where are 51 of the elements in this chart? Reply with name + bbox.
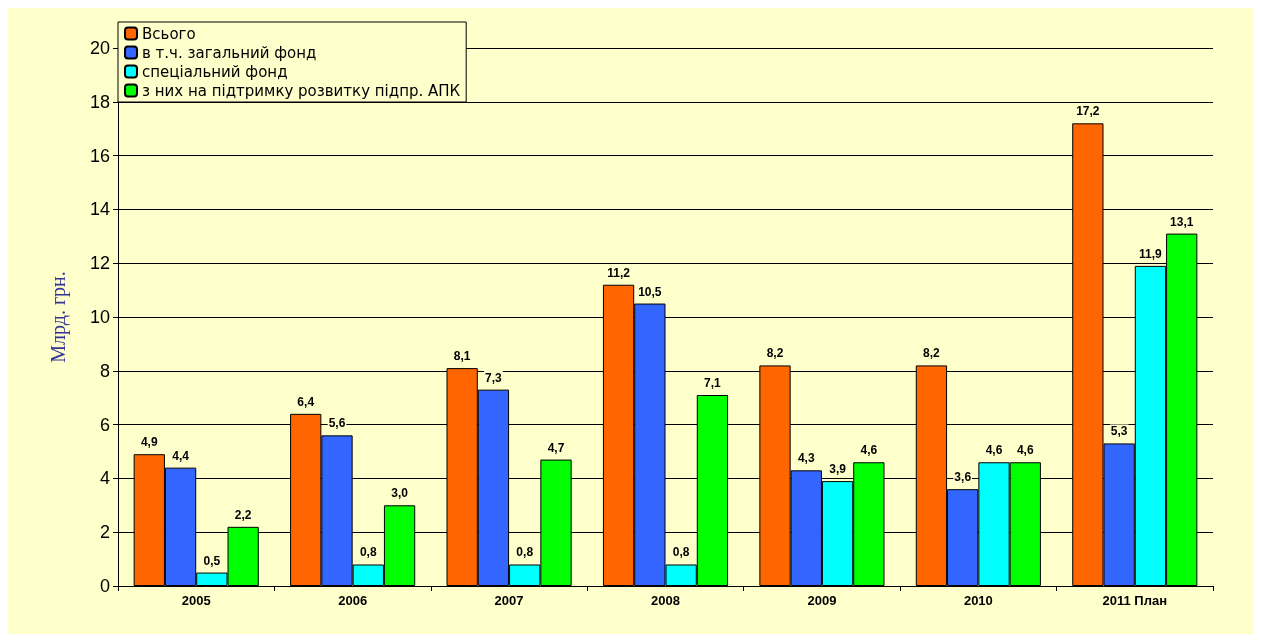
x-tick-label: 2010 <box>963 593 993 608</box>
data-label: 6,4 <box>297 394 315 409</box>
data-label: 4,6 <box>860 443 878 458</box>
x-tick-label: 2006 <box>338 593 368 608</box>
data-label: 4,6 <box>985 443 1003 458</box>
data-label: 0,5 <box>203 553 221 568</box>
data-label: 4,7 <box>547 440 565 455</box>
y-axis-title: Млрд. грн. <box>47 271 70 363</box>
data-label: 3,6 <box>954 470 972 485</box>
data-label: 4,6 <box>1016 443 1034 458</box>
data-label: 10,5 <box>638 284 662 299</box>
data-label: 8,2 <box>923 346 941 361</box>
y-tick-label: 20 <box>89 38 110 58</box>
data-label: 13,1 <box>1170 214 1194 229</box>
y-tick-label: 10 <box>89 307 110 327</box>
data-label: 0,8 <box>672 545 690 560</box>
data-label: 7,3 <box>485 370 503 385</box>
data-label: 0,8 <box>359 545 377 560</box>
x-tick-label: 2005 <box>181 593 211 608</box>
y-tick-label: 4 <box>99 468 110 489</box>
y-tick-label: 0 <box>99 576 110 596</box>
data-label: 3,0 <box>391 486 409 501</box>
data-label: 3,9 <box>829 462 847 477</box>
legend-label: з них на підтримку розвитку підпр. АПК <box>142 81 461 100</box>
y-tick-label: 8 <box>99 360 110 381</box>
y-tick-label: 6 <box>99 414 110 435</box>
data-label: 11,2 <box>607 265 631 280</box>
data-label: 5,3 <box>1110 424 1128 439</box>
legend-label: спеціальний фонд <box>142 62 288 81</box>
y-tick-label: 18 <box>89 91 110 112</box>
data-label: 11,9 <box>1139 246 1163 261</box>
data-label: 8,2 <box>766 346 784 361</box>
x-tick-label: 2011 План <box>1102 593 1168 608</box>
data-label: 4,3 <box>797 451 815 466</box>
y-tick-label: 2 <box>99 522 110 543</box>
data-label: 4,4 <box>172 448 190 463</box>
legend-label: в т.ч. загальний фонд <box>142 43 317 62</box>
data-label: 2,2 <box>234 507 252 522</box>
data-label: 8,1 <box>453 349 471 364</box>
data-label: 17,2 <box>1076 104 1100 119</box>
y-tick-label: 16 <box>89 145 110 166</box>
data-label: 0,8 <box>516 545 534 560</box>
x-tick-label: 2007 <box>494 593 524 608</box>
data-label: 4,9 <box>140 435 158 450</box>
x-tick-label: 2009 <box>807 593 837 608</box>
data-label: 5,6 <box>328 416 346 431</box>
data-label: 7,1 <box>704 376 722 391</box>
y-tick-label: 12 <box>89 253 110 274</box>
legend-label: Всього <box>142 24 196 43</box>
x-tick-label: 2008 <box>651 593 680 608</box>
y-tick-label: 14 <box>89 199 110 220</box>
